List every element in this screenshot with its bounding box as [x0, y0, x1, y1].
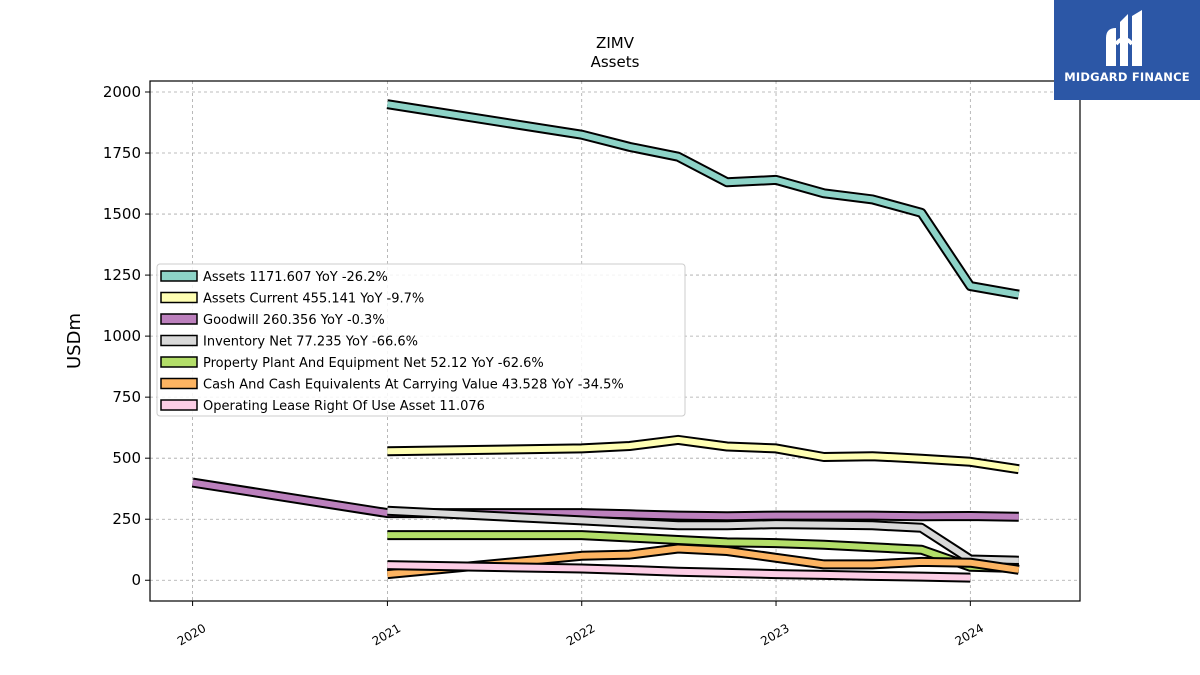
logo-mark-icon [1106, 10, 1142, 66]
legend: Assets 1171.607 YoY -26.2% Assets Current… [156, 263, 686, 417]
legend-entry: Assets Current 455.141 YoY -9.7% [203, 292, 424, 307]
x-tick-label: 2021 [370, 621, 403, 648]
legend-swatch [160, 291, 198, 304]
series-1 [387, 434, 1020, 475]
x-tick-label: 2023 [758, 621, 791, 648]
series-line [387, 545, 1020, 578]
x-ticks: 2020 2021 2022 2023 2024 [175, 601, 986, 648]
series-line [387, 532, 1019, 571]
legend-swatch [160, 334, 198, 347]
y-tick-label: 1500 [103, 205, 141, 223]
y-tick-label: 1250 [103, 266, 141, 284]
legend-swatch [160, 377, 198, 390]
series-6 [387, 560, 971, 583]
legend-swatch [160, 270, 198, 282]
legend-box [156, 263, 686, 417]
legend-entry: Goodwill 260.356 YoY -0.3% [203, 313, 385, 328]
legend-entry: Operating Lease Right Of Use Asset 11.07… [203, 399, 485, 414]
legend-entry: Property Plant And Equipment Net 52.12 Y… [203, 356, 544, 371]
chart-subtitle: Assets [591, 53, 640, 71]
y-axis-label: USDm [64, 313, 85, 369]
legend-swatch [160, 356, 198, 368]
series-layer [191, 99, 1020, 583]
series-5 [386, 543, 1020, 580]
series-2 [191, 477, 1019, 522]
series-line [386, 101, 1020, 298]
series-line [387, 436, 1020, 473]
legend-swatch [160, 313, 198, 325]
brand-logo: MIDGARD FINANCE [1054, 0, 1200, 100]
legend-entry: Inventory Net 77.235 YoY -66.6% [203, 335, 418, 350]
series-line [387, 562, 971, 581]
y-ticks: 0 250 500 750 1000 1250 1500 1750 2000 [103, 83, 150, 589]
y-tick-label: 2000 [103, 83, 141, 101]
series-0 [386, 99, 1020, 300]
y-tick-label: 250 [112, 510, 141, 528]
y-tick-label: 1000 [103, 327, 141, 345]
plot-frame [149, 80, 1081, 602]
x-tick-label: 2020 [175, 621, 208, 648]
chart-title: ZIMV [596, 34, 635, 52]
legend-entry: Assets 1171.607 YoY -26.2% [203, 270, 388, 285]
y-tick-label: 750 [112, 388, 141, 406]
y-tick-label: 1750 [103, 144, 141, 162]
x-tick-label: 2022 [564, 621, 597, 648]
series-line [387, 507, 1019, 564]
series-line [192, 479, 1019, 520]
x-tick-label: 2024 [953, 621, 986, 648]
legend-entry: Cash And Cash Equivalents At Carrying Va… [203, 378, 624, 393]
y-tick-label: 0 [131, 571, 141, 589]
legend-swatch [160, 399, 198, 411]
logo-text: MIDGARD FINANCE [1064, 70, 1190, 84]
series-4 [387, 530, 1019, 573]
series-3 [387, 505, 1019, 566]
y-tick-label: 500 [112, 449, 141, 467]
